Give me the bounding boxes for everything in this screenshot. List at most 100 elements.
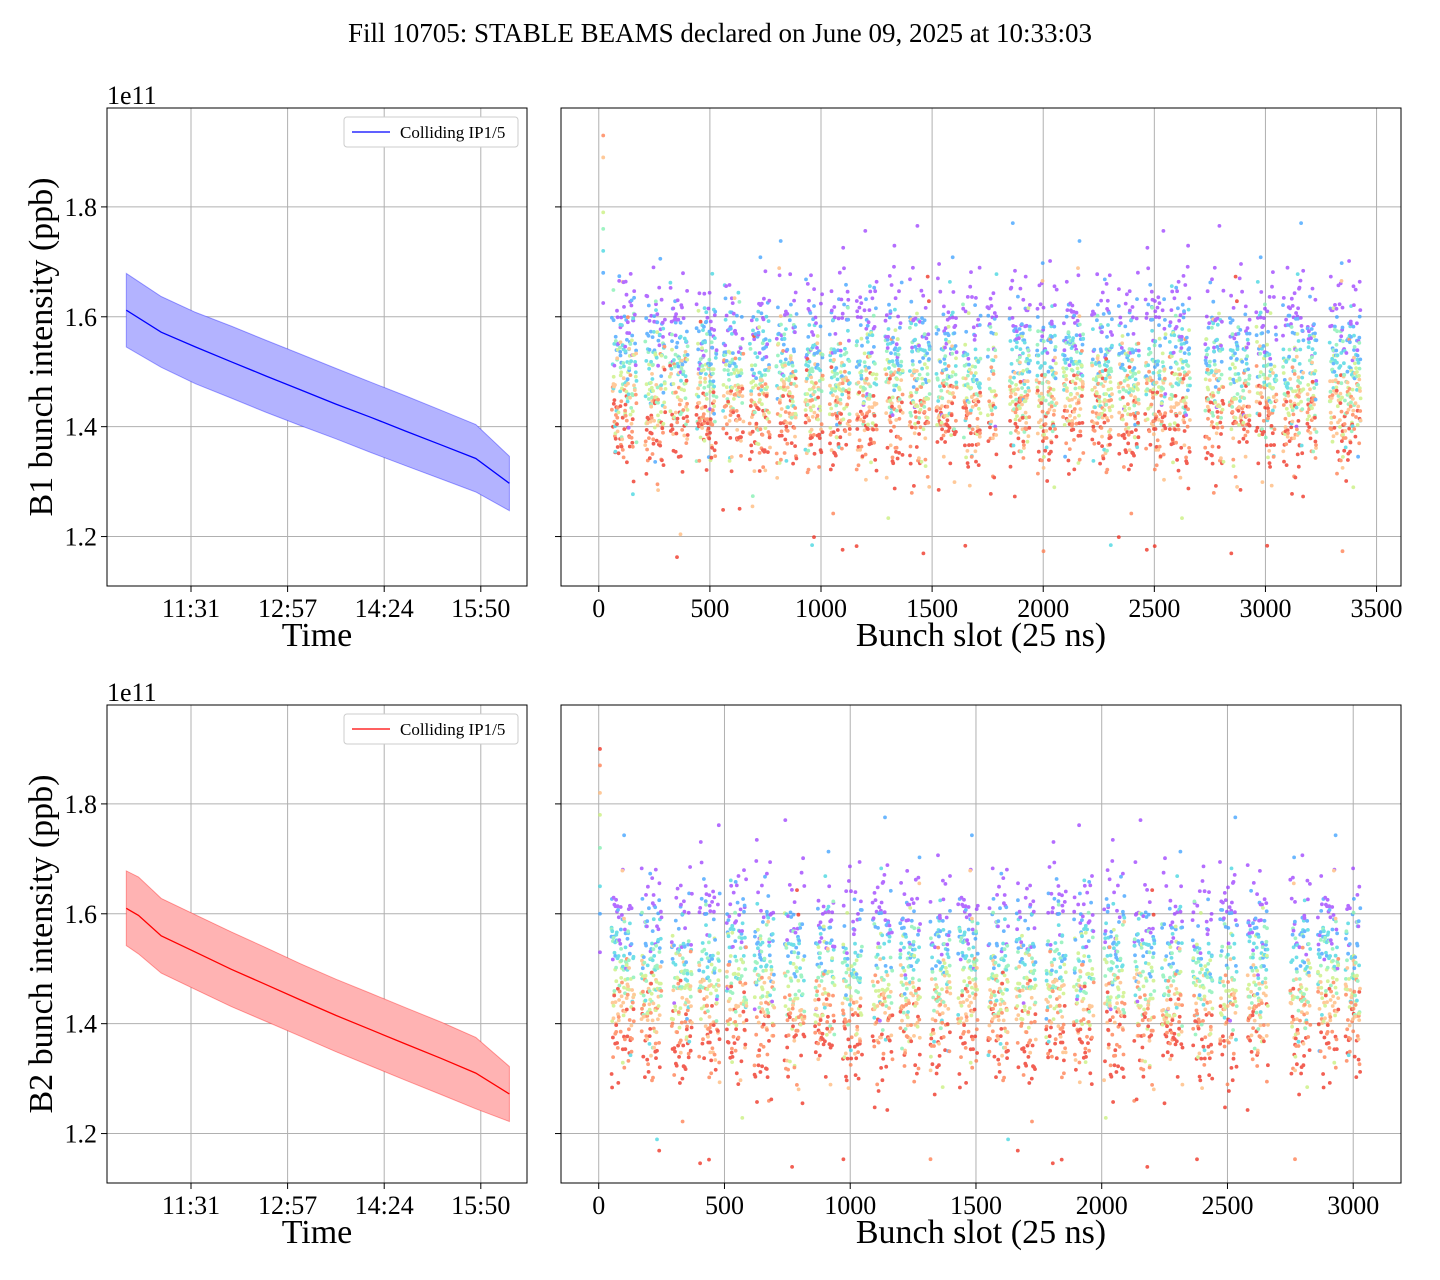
data-point <box>678 320 683 325</box>
data-point <box>711 367 716 372</box>
data-point <box>783 357 788 362</box>
data-point <box>748 404 753 408</box>
data-point <box>670 347 674 352</box>
data-point <box>1158 412 1163 416</box>
data-point <box>828 383 832 388</box>
data-point <box>652 425 657 430</box>
data-point <box>1310 355 1314 360</box>
data-point <box>716 978 721 983</box>
data-point <box>925 372 930 377</box>
data-point <box>689 1004 693 1008</box>
data-point <box>809 375 814 380</box>
data-point <box>1153 299 1157 303</box>
data-point <box>908 461 913 466</box>
data-point <box>1294 405 1299 410</box>
data-point <box>1218 420 1223 425</box>
data-point <box>1182 420 1187 425</box>
data-point <box>839 297 844 302</box>
data-point <box>1148 350 1153 355</box>
data-point <box>835 377 840 382</box>
data-point <box>1160 360 1165 364</box>
data-point <box>619 994 624 999</box>
data-point <box>734 1023 739 1028</box>
data-point <box>698 840 703 844</box>
data-point <box>1155 305 1160 310</box>
data-point <box>770 932 775 936</box>
data-point <box>616 1015 621 1019</box>
data-point <box>1308 294 1312 299</box>
data-point <box>1237 423 1241 427</box>
data-point <box>1090 357 1095 362</box>
data-point <box>697 910 702 915</box>
data-point <box>1015 414 1019 418</box>
data-point <box>1339 381 1344 386</box>
data-point <box>1116 433 1121 437</box>
data-point <box>833 453 838 458</box>
data-point <box>805 357 810 361</box>
data-point <box>683 396 688 401</box>
data-point <box>688 1048 693 1053</box>
data-point <box>1168 422 1172 427</box>
data-point <box>754 838 759 842</box>
data-point <box>1079 363 1084 368</box>
data-point <box>721 409 725 413</box>
data-point <box>947 425 952 430</box>
data-point <box>965 461 970 465</box>
data-point <box>619 323 624 327</box>
data-point <box>977 265 982 270</box>
data-point <box>1180 380 1185 385</box>
data-point <box>715 994 720 999</box>
data-point <box>1254 310 1259 315</box>
data-point <box>805 352 809 357</box>
data-point <box>874 279 879 284</box>
data-point <box>728 954 733 958</box>
data-point <box>642 1002 646 1007</box>
data-point <box>897 416 902 421</box>
data-point <box>1314 382 1319 386</box>
data-point <box>812 287 816 291</box>
data-point <box>711 379 716 384</box>
data-point <box>874 423 878 428</box>
data-point <box>832 315 837 320</box>
data-point <box>1076 273 1081 278</box>
data-point <box>685 419 690 424</box>
data-point <box>1130 305 1135 309</box>
data-point <box>733 954 738 959</box>
data-point <box>706 306 711 311</box>
data-point <box>1307 414 1311 418</box>
data-point <box>1013 370 1017 375</box>
data-point <box>737 300 742 304</box>
data-point <box>1014 383 1018 387</box>
data-point <box>766 450 770 454</box>
data-point <box>620 1060 625 1065</box>
data-point <box>1261 323 1266 328</box>
data-point <box>954 380 959 385</box>
data-point <box>760 341 765 346</box>
data-point <box>650 958 655 963</box>
data-point <box>641 989 645 994</box>
data-point <box>685 408 690 412</box>
data-point <box>1258 315 1263 320</box>
data-point <box>970 295 974 299</box>
data-point <box>611 401 616 406</box>
data-point <box>859 315 863 320</box>
data-point <box>789 302 793 307</box>
data-point <box>755 961 759 965</box>
data-point <box>786 405 790 410</box>
data-point <box>1206 325 1211 330</box>
data-point <box>694 302 699 307</box>
data-point <box>778 398 782 402</box>
data-point <box>859 336 864 341</box>
data-point <box>759 378 764 382</box>
data-point <box>714 352 719 356</box>
data-point <box>890 404 894 409</box>
data-point <box>708 909 713 914</box>
data-point <box>680 362 685 367</box>
data-point <box>696 347 701 352</box>
data-point <box>1064 314 1069 319</box>
data-point <box>1010 278 1015 283</box>
data-point <box>993 405 998 410</box>
data-point <box>1039 391 1044 396</box>
data-point <box>623 344 628 349</box>
